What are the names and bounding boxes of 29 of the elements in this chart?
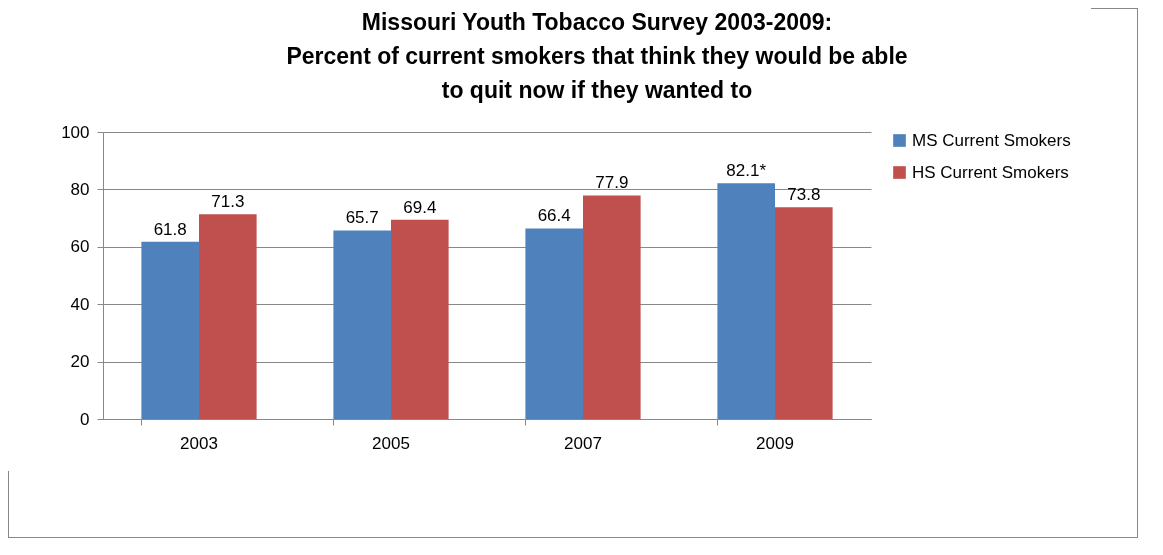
- chart-title: Missouri Youth Tobacco Survey 2003-2009: Percent of current smokers that think they would be able to quit now if they wanted to: [286, 9, 908, 103]
- x-tick-label: 2003: [180, 433, 218, 453]
- x-tick-label: 2005: [372, 433, 410, 453]
- data-label: 82.1*: [726, 161, 767, 181]
- y-tick-label: 100: [61, 122, 90, 142]
- data-label: 73.8: [787, 185, 821, 205]
- bar: [333, 230, 391, 419]
- y-tick-label: 60: [70, 237, 90, 257]
- bar: [775, 207, 833, 419]
- x-tick-label: 2009: [756, 433, 794, 453]
- data-label: 69.4: [403, 197, 437, 217]
- bar: [583, 195, 641, 419]
- legend-label: MS Current Smokers: [912, 130, 1071, 150]
- data-label: 66.4: [537, 206, 571, 226]
- bar: [717, 183, 775, 419]
- x-tick-label: 2007: [564, 433, 602, 453]
- y-tick-label: 0: [80, 409, 90, 429]
- y-tick-label: 80: [70, 179, 90, 199]
- data-label: 77.9: [595, 173, 629, 193]
- bar: [199, 214, 257, 419]
- y-tick-label: 40: [70, 294, 90, 314]
- bar: [525, 228, 583, 419]
- data-label: 61.8: [153, 219, 187, 239]
- data-label: 71.3: [211, 192, 245, 212]
- y-tick-label: 20: [70, 352, 90, 372]
- bar: [391, 219, 449, 419]
- data-label: 65.7: [345, 208, 379, 228]
- legend-label: HS Current Smokers: [912, 162, 1069, 182]
- bar: [141, 241, 199, 419]
